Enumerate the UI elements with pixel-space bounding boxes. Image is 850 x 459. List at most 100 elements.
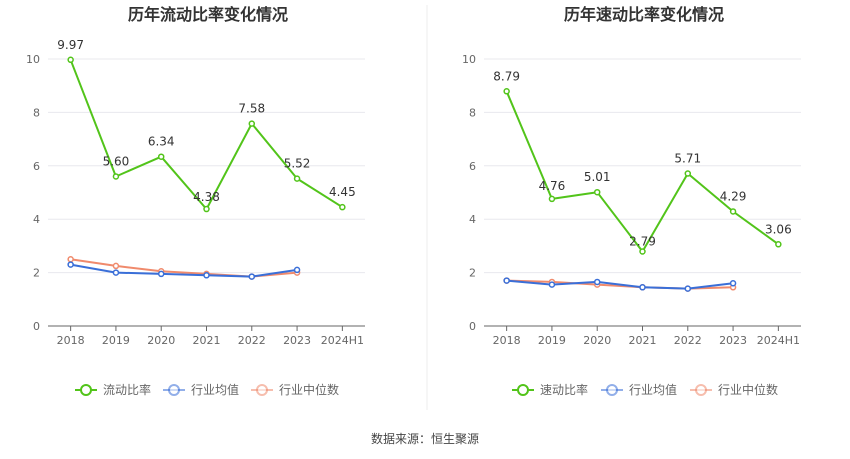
data-label: 4.76 <box>539 179 566 193</box>
data-point <box>639 248 646 255</box>
data-label: 4.29 <box>720 189 747 203</box>
y-tick-label: 6 <box>469 160 476 173</box>
series-line-industry-average <box>70 263 298 278</box>
data-point <box>248 120 256 127</box>
series-layer: 8.79 4.76 5.01 2.79 5.71 4.29 3.06 <box>493 69 792 292</box>
legend-label: 行业中位数 <box>718 382 778 397</box>
data-point <box>293 175 301 182</box>
data-label: 4.45 <box>329 185 356 199</box>
y-tick-label: 0 <box>469 320 476 333</box>
grid-lines <box>484 58 801 274</box>
legend-item[interactable]: 行业中位数 <box>690 382 778 397</box>
series-line-main <box>505 90 779 253</box>
x-tick-label: 2020 <box>583 334 611 347</box>
data-label: 7.58 <box>238 102 265 116</box>
data-label: 3.06 <box>765 222 792 236</box>
data-label: 5.71 <box>674 152 701 166</box>
y-tick-label: 6 <box>33 160 40 173</box>
legend-marker <box>695 384 707 396</box>
data-label: 2.79 <box>629 235 656 249</box>
x-tick-label: 2024H1 <box>321 334 364 347</box>
y-tick-label: 10 <box>462 53 476 66</box>
data-point <box>157 153 165 160</box>
data-point <box>593 278 601 286</box>
data-point <box>248 273 256 280</box>
data-point <box>67 256 74 263</box>
y-tick-label: 4 <box>469 213 476 226</box>
data-point <box>775 241 782 248</box>
data-point <box>684 285 692 292</box>
y-tick-label: 8 <box>469 106 476 119</box>
data-point <box>548 281 556 288</box>
data-point <box>157 270 165 278</box>
legend-item[interactable]: 行业中位数 <box>251 382 339 397</box>
quick-ratio-panel: 历年速动比率变化情况 0 2 4 6 8 10 2018 2019 2020 2021 2022 20… <box>462 5 801 397</box>
legend-marker <box>256 384 268 396</box>
x-tick-label: 2022 <box>238 334 266 347</box>
data-point <box>548 195 556 203</box>
series-line-main <box>69 59 343 211</box>
legend-marker <box>606 384 618 396</box>
x-tick-label: 2021 <box>193 334 221 347</box>
data-label: 9.97 <box>57 38 84 52</box>
data-point <box>112 269 120 276</box>
legend-label: 流动比率 <box>103 382 151 397</box>
y-tick-label: 0 <box>33 320 40 333</box>
chart-title: 历年流动比率变化情况 <box>128 5 288 24</box>
data-point <box>339 203 346 211</box>
data-point <box>112 262 120 270</box>
chart-title: 历年速动比率变化情况 <box>564 5 724 24</box>
data-label: 4.38 <box>193 190 220 204</box>
x-tick-label: 2018 <box>57 334 85 347</box>
legend-label: 速动比率 <box>540 382 588 397</box>
y-tick-label: 2 <box>33 267 40 280</box>
series-layer: 9.97 5.60 6.34 4.38 7.58 5.52 4.45 <box>57 38 356 280</box>
source-note: 数据来源：恒生聚源 <box>371 431 479 446</box>
data-point <box>503 88 510 95</box>
series-line-industry-average <box>506 279 734 290</box>
legend[interactable]: 速动比率 行业均值 行业中位数 <box>512 382 778 397</box>
y-tick-label: 10 <box>26 53 40 66</box>
legend-marker <box>168 384 180 396</box>
x-tick-label: 2022 <box>674 334 702 347</box>
data-point <box>639 284 646 291</box>
x-tick-label: 2021 <box>629 334 657 347</box>
data-point <box>729 208 737 215</box>
data-label: 5.52 <box>284 157 311 171</box>
y-tick-label: 4 <box>33 213 40 226</box>
axes: 0 2 4 6 8 10 2018 2019 2020 2021 2022 2023 2024H1 <box>26 53 365 347</box>
x-tick-label: 2018 <box>493 334 521 347</box>
data-point <box>503 277 510 284</box>
legend-marker <box>517 384 529 396</box>
x-tick-label: 2024H1 <box>757 334 800 347</box>
data-label: 5.01 <box>584 170 611 184</box>
legend-item[interactable]: 行业均值 <box>601 382 677 397</box>
x-tick-label: 2023 <box>283 334 311 347</box>
data-point <box>203 205 210 213</box>
legend-label: 行业均值 <box>629 382 677 397</box>
data-point <box>293 266 301 274</box>
y-tick-label: 8 <box>33 106 40 119</box>
data-point <box>67 261 74 268</box>
x-tick-label: 2019 <box>538 334 566 347</box>
data-label: 6.34 <box>148 135 175 149</box>
legend-item[interactable]: 速动比率 <box>512 382 588 397</box>
legend[interactable]: 流动比率 行业均值 行业中位数 <box>75 382 339 397</box>
legend-label: 行业均值 <box>191 382 239 397</box>
current-ratio-panel: 历年流动比率变化情况 0 2 4 6 8 10 2018 2019 2020 2021 2022 20… <box>26 5 365 397</box>
data-point <box>67 56 74 64</box>
legend-item[interactable]: 行业均值 <box>163 382 239 397</box>
data-point <box>729 280 737 287</box>
legend-label: 行业中位数 <box>279 382 339 397</box>
axes: 0 2 4 6 8 10 2018 2019 2020 2021 2022 2023 2024H1 <box>462 53 801 347</box>
data-point <box>593 188 601 196</box>
data-point <box>112 173 120 180</box>
data-label: 5.60 <box>103 154 130 168</box>
grid-lines <box>48 58 365 274</box>
x-tick-label: 2023 <box>719 334 747 347</box>
legend-item[interactable]: 流动比率 <box>75 382 151 397</box>
y-tick-label: 2 <box>469 267 476 280</box>
data-point <box>684 170 692 177</box>
x-tick-label: 2020 <box>147 334 175 347</box>
